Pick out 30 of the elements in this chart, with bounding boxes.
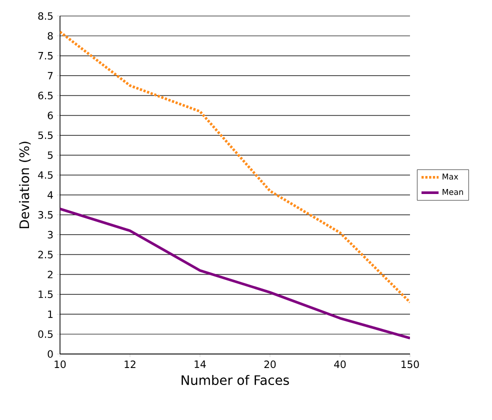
y-tick-label: 7.5 xyxy=(38,52,53,60)
y-tick-label: 6 xyxy=(48,112,53,120)
y-tick-label: 1.5 xyxy=(38,290,53,298)
line-series xyxy=(60,208,410,340)
legend-label: Mean xyxy=(442,188,463,195)
x-tick-label: 14 xyxy=(194,360,206,368)
x-tick-label: 12 xyxy=(124,360,136,368)
y-tick-label: 1 xyxy=(48,310,53,318)
y-tick-label: 8.5 xyxy=(38,12,53,20)
y-tick-label: 5.5 xyxy=(38,132,53,140)
y-axis-title: Deviation (%) xyxy=(19,142,31,228)
legend-label: Max xyxy=(442,174,458,180)
y-tick-label: 4.5 xyxy=(38,171,53,179)
y-tick-label: 0 xyxy=(48,350,53,358)
y-tick-label: 0.5 xyxy=(38,330,53,338)
y-tick-label: 6.5 xyxy=(38,92,53,100)
x-tick-label: 10 xyxy=(54,360,66,368)
y-tick-label: 4 xyxy=(48,191,53,199)
y-tick-label: 2 xyxy=(48,270,52,278)
x-tick-label: 20 xyxy=(264,360,276,368)
y-tick-label: 2.5 xyxy=(38,250,53,258)
x-tick-label: 150 xyxy=(402,360,419,368)
y-tick-label: 7 xyxy=(48,72,53,80)
y-tick-label: 5 xyxy=(48,151,53,159)
y-tick-label: 3 xyxy=(48,230,53,238)
y-tick-label: 8 xyxy=(48,32,53,40)
x-axis-title: Number of Faces xyxy=(182,374,289,386)
x-tick-label: 40 xyxy=(334,360,346,368)
y-tick-label: 3.5 xyxy=(38,211,53,219)
line-series xyxy=(60,30,410,304)
